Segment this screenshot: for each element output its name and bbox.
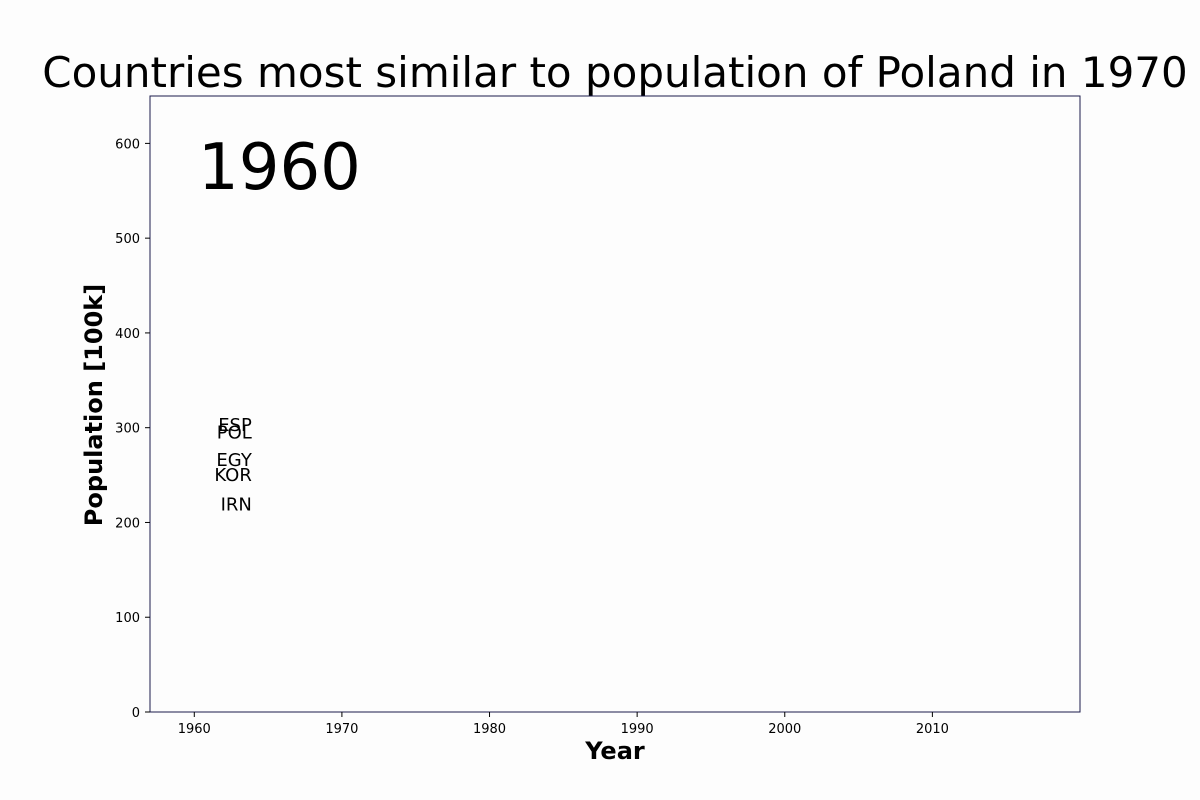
- point-label-egy: EGY: [216, 450, 252, 471]
- chart-title: Countries most similar to population of …: [42, 48, 1187, 97]
- y-tick-label: 600: [115, 137, 140, 152]
- y-tick-label: 400: [115, 327, 140, 342]
- current-year-label: 1960: [198, 131, 361, 205]
- point-label-pol: POL: [217, 422, 252, 443]
- x-tick-label: 2000: [768, 722, 801, 737]
- y-axis-title: Population [100k]: [80, 284, 108, 526]
- point-label-irn: IRN: [221, 495, 252, 516]
- y-tick-label: 100: [115, 611, 140, 626]
- y-tick-label: 0: [132, 706, 140, 721]
- point-label-esp: ESP: [218, 415, 252, 436]
- x-axis: 1960 1970 1980 1990 2000 2010: [178, 712, 949, 737]
- y-tick-label: 500: [115, 232, 140, 247]
- x-tick-label: 1960: [178, 722, 211, 737]
- x-tick-label: 1970: [325, 722, 358, 737]
- point-label-kor: KOR: [214, 465, 252, 486]
- y-tick-label: 300: [115, 422, 140, 437]
- x-tick-label: 1980: [473, 722, 506, 737]
- y-tick-label: 200: [115, 516, 140, 531]
- y-axis: 0 100 200 300 400 500 600: [115, 137, 150, 721]
- plot-area: [149, 95, 1081, 713]
- x-axis-title: Year: [584, 737, 645, 765]
- x-tick-label: 2010: [916, 722, 949, 737]
- x-tick-label: 1990: [621, 722, 654, 737]
